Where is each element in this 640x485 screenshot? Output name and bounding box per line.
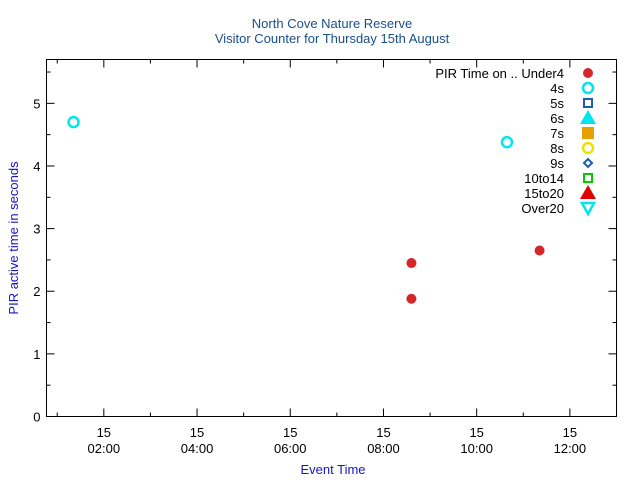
x-tick-label-time: 12:00: [554, 441, 587, 456]
legend-label: 5s: [550, 96, 564, 111]
x-tick-label-time: 08:00: [367, 441, 400, 456]
x-tick-label-day: 15: [97, 425, 111, 440]
legend-marker: [581, 141, 595, 155]
data-point-under4: [406, 293, 417, 304]
legend-marker: [580, 110, 596, 124]
axis-ticks: [46, 59, 617, 417]
x-tick-label-day: 15: [376, 425, 390, 440]
plot-area-border: [46, 59, 617, 417]
legend-marker: [579, 201, 597, 217]
legend-marker: [583, 98, 593, 108]
y-tick-label: 2: [33, 284, 40, 299]
legend-marker: [583, 68, 593, 78]
legend-marker: [583, 173, 593, 183]
x-tick-label-time: 04:00: [181, 441, 214, 456]
legend-marker: [580, 185, 596, 199]
data-point-under4: [406, 258, 417, 269]
y-axis-label: PIR active time in seconds: [6, 161, 21, 315]
x-tick-label-time: 10:00: [460, 441, 493, 456]
x-tick-label-time: 06:00: [274, 441, 307, 456]
data-point-under4: [534, 245, 545, 256]
chart-subtitle: Visitor Counter for Thursday 15th August: [215, 31, 450, 46]
tick-labels: 0123451502:001504:001506:001508:001510:0…: [33, 96, 586, 456]
x-tick-label-day: 15: [283, 425, 297, 440]
legend-label: PIR Time on .. Under4: [435, 66, 564, 81]
legend-label: 10to14: [524, 171, 564, 186]
x-tick-label-day: 15: [563, 425, 577, 440]
y-tick-label: 5: [33, 96, 40, 111]
legend-marker: [582, 127, 594, 139]
chart-title: North Cove Nature Reserve: [252, 16, 412, 31]
legend-marker: [581, 81, 595, 95]
legend-label: 8s: [550, 141, 564, 156]
legend-label: 4s: [550, 81, 564, 96]
y-tick-label: 0: [33, 410, 40, 425]
data-point-4s: [67, 115, 80, 129]
legend-label: Over20: [521, 201, 564, 216]
x-tick-label-day: 15: [469, 425, 483, 440]
legend-label: 7s: [550, 126, 564, 141]
legend-label: 6s: [550, 111, 564, 126]
legend-marker: [582, 157, 594, 169]
legend-label: 9s: [550, 156, 564, 171]
x-tick-label-time: 02:00: [88, 441, 121, 456]
data-point-4s: [500, 135, 514, 149]
legend-label: 15to20: [524, 186, 564, 201]
x-axis-label: Event Time: [300, 462, 365, 477]
y-tick-label: 3: [33, 222, 40, 237]
y-tick-label: 1: [33, 347, 40, 362]
x-tick-label-day: 15: [190, 425, 204, 440]
y-tick-label: 4: [33, 159, 40, 174]
data-points: [67, 115, 545, 304]
legend: PIR Time on .. Under44s5s6s7s8s9s10to141…: [435, 66, 597, 217]
